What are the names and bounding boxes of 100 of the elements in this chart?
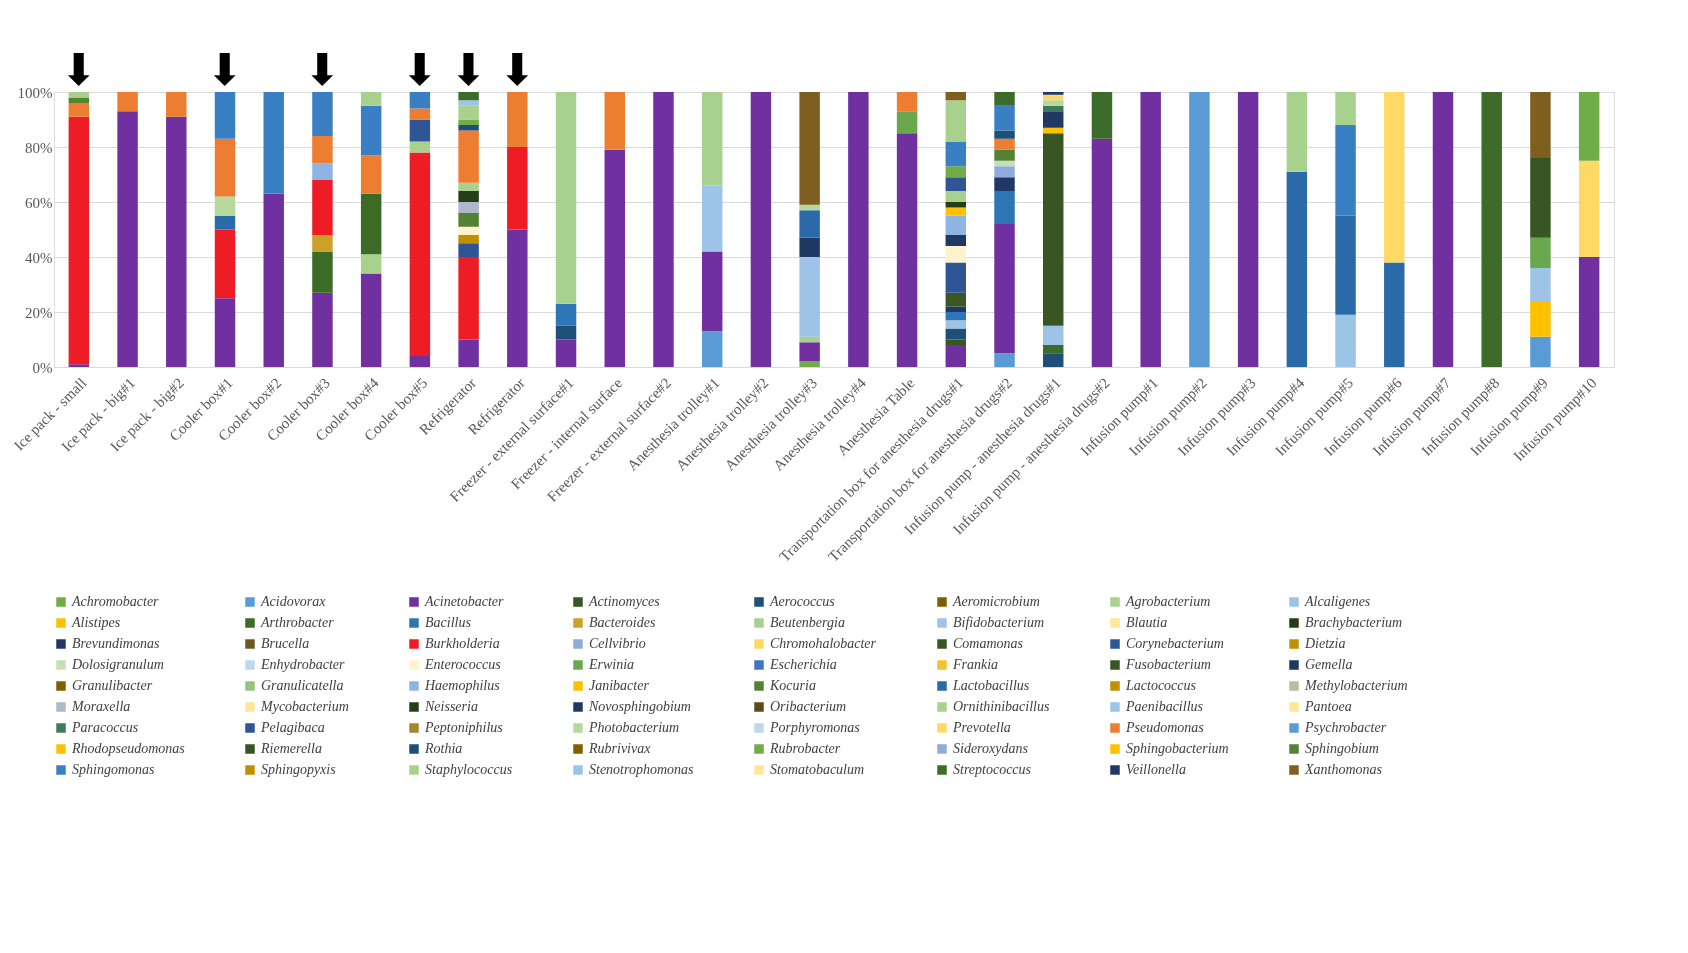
bar	[1335, 92, 1356, 125]
legend-label: Beutenbergia	[770, 615, 845, 630]
legend-label: Oribacterium	[770, 699, 847, 714]
legend-label: Stenotrophomonas	[589, 762, 695, 777]
bar	[896, 133, 918, 367]
bar	[994, 138, 1015, 150]
bar	[360, 193, 382, 255]
legend-label: Pelagibaca	[260, 720, 325, 735]
bar	[555, 303, 577, 326]
legend-label: Sphingomonas	[72, 762, 155, 777]
bar	[945, 262, 967, 293]
bar	[799, 342, 820, 362]
bar	[799, 361, 820, 367]
legend-label: Brachybacterium	[1305, 615, 1403, 630]
legend-label: Corynebacterium	[1126, 636, 1224, 651]
legend-label: Granulibacter	[72, 678, 153, 693]
y-tick-label: 80%	[25, 139, 53, 156]
legend-label: Janibacter	[589, 678, 650, 693]
bar	[1043, 111, 1064, 128]
bar	[312, 163, 333, 180]
legend-label: Lactococcus	[1125, 678, 1197, 693]
bar	[896, 111, 918, 134]
bar	[1091, 138, 1113, 367]
legend-label: Rubrobacter	[769, 741, 841, 756]
bar	[507, 92, 528, 147]
annotation: ⬇	[304, 44, 341, 95]
legend-label: Acidovorax	[260, 594, 327, 609]
legend-label: Streptococcus	[953, 762, 1032, 777]
legend-label: Methylobacterium	[1304, 678, 1408, 693]
bar	[409, 356, 431, 367]
legend-label: Veillonella	[1126, 762, 1186, 777]
bar	[458, 202, 479, 213]
bar	[1237, 92, 1259, 367]
bar	[312, 180, 333, 235]
bar	[458, 213, 479, 227]
legend-label: Kocuria	[769, 678, 816, 693]
bar	[166, 92, 187, 117]
bar	[994, 353, 1015, 367]
bar	[799, 257, 820, 337]
bar	[994, 105, 1015, 131]
bar	[263, 193, 284, 367]
bar	[1432, 92, 1454, 367]
bar	[1530, 237, 1551, 268]
annotation: ⬇	[498, 44, 536, 95]
bar	[214, 215, 236, 230]
bar	[458, 105, 479, 120]
legend-label: Bifidobacterium	[953, 615, 1044, 630]
bar	[1043, 345, 1064, 354]
bar	[263, 92, 284, 194]
legend-label: Neisseria	[424, 699, 478, 714]
bar	[68, 92, 90, 98]
bar	[701, 92, 723, 186]
legend-label: Aerococcus	[769, 594, 836, 609]
legend-label: Haemophilus	[424, 678, 501, 693]
bar	[458, 125, 479, 131]
bar	[1384, 92, 1405, 263]
y-tick-label: 20%	[25, 304, 53, 321]
legend-label: Bacteroides	[589, 615, 656, 630]
bar	[994, 166, 1015, 178]
bar	[458, 119, 479, 125]
legend-label: Stomatobaculum	[770, 762, 865, 777]
legend-label: Fusobacterium	[1125, 657, 1211, 672]
bar	[458, 243, 479, 257]
bar	[458, 226, 479, 235]
legend-label: Porphyromonas	[769, 720, 861, 735]
legend-label: Brevundimonas	[72, 636, 160, 651]
legend-label: Frankia	[952, 657, 999, 672]
bar	[360, 105, 382, 156]
bar	[214, 138, 236, 197]
bar	[1578, 257, 1600, 367]
legend-label: Sphingopyxis	[261, 762, 337, 777]
legend-label: Gemella	[1305, 657, 1353, 672]
legend-label: Alistipes	[71, 615, 121, 630]
bar	[1530, 301, 1551, 337]
bar	[312, 235, 333, 252]
bar	[799, 204, 820, 211]
legend-label: Paenibacillus	[1125, 699, 1204, 714]
bar	[994, 160, 1015, 167]
bar	[994, 130, 1015, 139]
bar	[945, 92, 967, 101]
bar	[848, 92, 869, 367]
annotation: ⬇	[401, 44, 439, 95]
legend-label: Rothia	[424, 741, 463, 756]
bar	[945, 235, 967, 246]
bar	[409, 108, 431, 120]
bar	[799, 210, 820, 238]
legend-label: Paracoccus	[71, 720, 139, 735]
bar	[507, 147, 528, 230]
y-tick-label: 100%	[17, 84, 53, 101]
y-tick-label: 0%	[32, 359, 53, 376]
bar	[68, 364, 90, 367]
legend-label: Pantoea	[1304, 699, 1352, 714]
legend-label: Pseudomonas	[1125, 720, 1205, 735]
bar	[799, 237, 820, 257]
legend-label: Lactobacillus	[952, 678, 1030, 693]
legend-label: Aeromicrobium	[952, 594, 1040, 609]
y-tick-label: 60%	[25, 194, 53, 211]
bar	[1530, 158, 1551, 238]
bar	[507, 229, 528, 367]
bar	[166, 116, 187, 367]
